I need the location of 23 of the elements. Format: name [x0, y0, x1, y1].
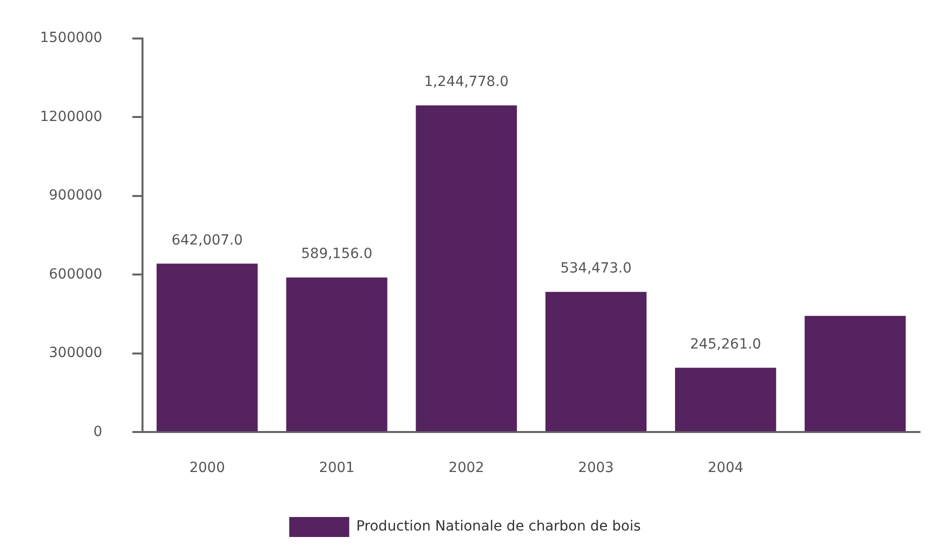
- bar: [804, 316, 906, 432]
- x-tick-label: 2002: [448, 460, 484, 476]
- bar: [675, 368, 776, 432]
- y-tick-label: 300000: [48, 345, 102, 362]
- data-label: 245,261.0: [690, 336, 762, 352]
- y-tick-label: 1200000: [40, 108, 102, 125]
- data-label: 1,244,778.0: [424, 74, 509, 90]
- data-label: 534,473.0: [560, 260, 632, 277]
- y-tick-label: 1500000: [40, 30, 102, 46]
- bar: [545, 292, 647, 432]
- x-tick-label: 2001: [318, 460, 355, 476]
- x-tick-label: 2004: [708, 460, 744, 476]
- y-tick-label: 600000: [48, 266, 102, 282]
- y-tick-label: 0: [93, 424, 102, 440]
- x-tick-label: 2003: [578, 460, 614, 476]
- x-tick-label: 2000: [189, 460, 225, 476]
- data-label: 642,007.0: [172, 232, 243, 248]
- legend-label: Production Nationale de charbon de bois: [356, 518, 641, 535]
- data-label: 589,156.0: [301, 246, 372, 262]
- bar: [156, 264, 258, 432]
- bar: [416, 105, 517, 432]
- y-tick-label: 900000: [48, 188, 102, 204]
- bar: [286, 278, 388, 432]
